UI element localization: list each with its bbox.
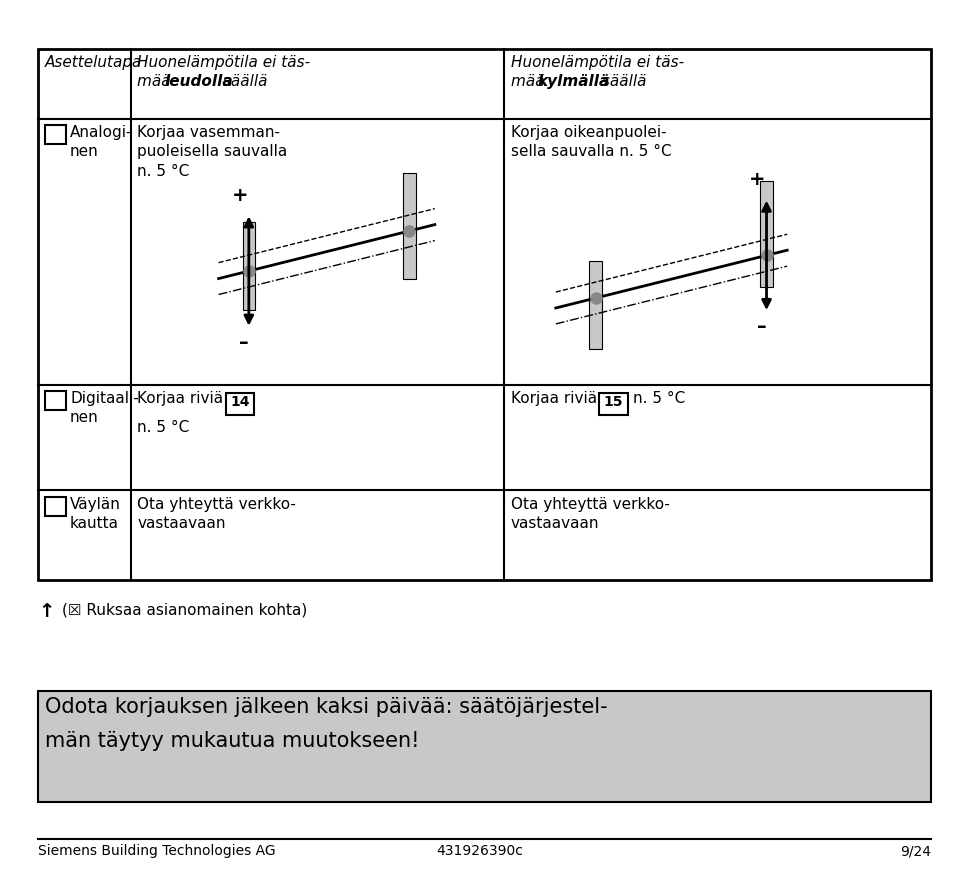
Text: säällä: säällä [597, 74, 646, 89]
Text: Asettelutapa: Asettelutapa [45, 55, 142, 70]
Text: nen: nen [70, 144, 99, 159]
Bar [243, 222, 255, 310]
Text: Siemens Building Technologies AG: Siemens Building Technologies AG [38, 844, 276, 859]
Text: Odota korjauksen jälkeen kaksi päivää: säätöjärjestel-: Odota korjauksen jälkeen kaksi päivää: s… [45, 697, 608, 718]
Text: +: + [749, 170, 766, 189]
Text: –: – [239, 333, 249, 352]
Text: n. 5 °C: n. 5 °C [633, 391, 684, 406]
Text: Analogi-: Analogi- [70, 125, 132, 140]
Text: mää: mää [137, 74, 176, 89]
Text: 14: 14 [230, 395, 250, 409]
Bar [226, 392, 254, 415]
Text: Korjaa vasemman-: Korjaa vasemman- [137, 125, 280, 140]
Text: ↑: ↑ [38, 602, 55, 621]
Text: 15: 15 [604, 395, 623, 409]
Text: Digitaali-: Digitaali- [70, 391, 139, 406]
Text: (☒ Ruksaa asianomainen kohta): (☒ Ruksaa asianomainen kohta) [62, 602, 307, 618]
Text: nen: nen [70, 410, 99, 425]
Text: vastaavaan: vastaavaan [137, 516, 226, 531]
Text: kautta: kautta [70, 516, 119, 531]
Text: vastaavaan: vastaavaan [511, 516, 599, 531]
Text: kylmällä: kylmällä [538, 74, 610, 89]
Text: Ota yhteyttä verkko-: Ota yhteyttä verkko- [137, 496, 297, 511]
Text: mää: mää [511, 74, 549, 89]
Text: män täytyy mukautua muutokseen!: män täytyy mukautua muutokseen! [45, 731, 420, 751]
Text: 9/24: 9/24 [900, 844, 931, 859]
Text: +: + [231, 185, 248, 205]
Text: 431926390c: 431926390c [437, 844, 523, 859]
Text: n. 5 °C: n. 5 °C [137, 164, 189, 179]
Text: Korjaa riviä: Korjaa riviä [511, 391, 597, 406]
Bar [45, 391, 66, 410]
Text: Huonelämpötila ei täs-: Huonelämpötila ei täs- [511, 55, 684, 70]
Text: –: – [756, 317, 766, 337]
Text: sella sauvalla n. 5 °C: sella sauvalla n. 5 °C [511, 144, 671, 159]
Bar [599, 392, 628, 415]
Text: Huonelämpötila ei täs-: Huonelämpötila ei täs- [137, 55, 310, 70]
Bar [589, 260, 602, 349]
Text: leudolla: leudolla [164, 74, 233, 89]
Bar [45, 496, 66, 516]
Bar [38, 691, 931, 802]
Bar [38, 49, 931, 580]
Bar [760, 181, 773, 287]
Text: puoleisella sauvalla: puoleisella sauvalla [137, 144, 288, 159]
Text: n. 5 °C: n. 5 °C [137, 420, 189, 435]
Text: Ota yhteyttä verkko-: Ota yhteyttä verkko- [511, 496, 669, 511]
Bar [45, 125, 66, 144]
Text: Korjaa riviä: Korjaa riviä [137, 391, 224, 406]
Text: Korjaa oikeanpuolei-: Korjaa oikeanpuolei- [511, 125, 666, 140]
Text: säällä: säällä [218, 74, 268, 89]
Text: Väylän: Väylän [70, 496, 121, 511]
Bar [403, 173, 416, 279]
